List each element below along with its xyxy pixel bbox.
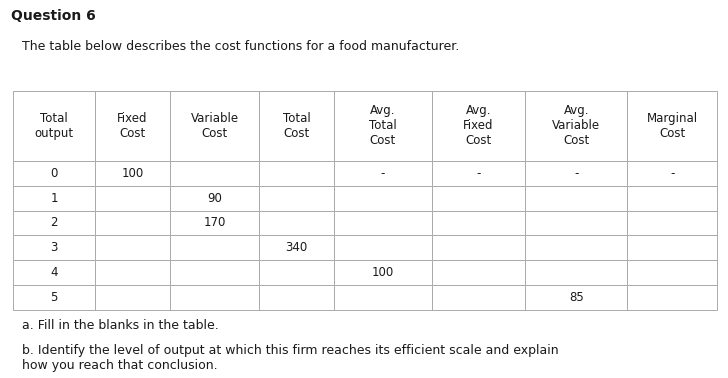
Text: 5: 5 xyxy=(50,291,58,304)
Text: 3: 3 xyxy=(50,241,58,254)
Bar xyxy=(95,91,170,161)
Bar xyxy=(13,235,95,260)
Text: 90: 90 xyxy=(207,192,222,204)
Bar xyxy=(334,235,432,260)
Bar xyxy=(526,186,627,211)
Bar xyxy=(627,186,717,211)
Bar xyxy=(95,260,170,285)
Bar xyxy=(259,285,334,310)
Text: 100: 100 xyxy=(122,167,143,180)
Text: 170: 170 xyxy=(203,217,226,229)
Text: 0: 0 xyxy=(50,167,58,180)
Bar xyxy=(13,260,95,285)
Bar xyxy=(627,285,717,310)
Bar xyxy=(432,235,526,260)
Bar xyxy=(627,235,717,260)
Bar xyxy=(627,91,717,161)
Bar xyxy=(627,211,717,235)
Text: Avg.
Variable
Cost: Avg. Variable Cost xyxy=(553,104,601,147)
Text: 340: 340 xyxy=(285,241,308,254)
Text: The table below describes the cost functions for a food manufacturer.: The table below describes the cost funct… xyxy=(22,40,459,53)
Bar xyxy=(95,285,170,310)
Text: Fixed
Cost: Fixed Cost xyxy=(117,112,148,140)
Bar xyxy=(13,211,95,235)
Text: -: - xyxy=(381,167,385,180)
Bar xyxy=(259,260,334,285)
Bar xyxy=(526,91,627,161)
Bar xyxy=(259,211,334,235)
Bar xyxy=(334,186,432,211)
Text: b. Identify the level of output at which this firm reaches its efficient scale a: b. Identify the level of output at which… xyxy=(22,344,558,372)
Bar xyxy=(432,260,526,285)
Text: Avg.
Fixed
Cost: Avg. Fixed Cost xyxy=(463,104,494,147)
Bar xyxy=(170,211,259,235)
Bar xyxy=(95,161,170,186)
Text: -: - xyxy=(476,167,480,180)
Bar xyxy=(170,260,259,285)
Text: 100: 100 xyxy=(371,266,394,279)
Bar xyxy=(432,285,526,310)
Text: 4: 4 xyxy=(50,266,58,279)
Text: a. Fill in the blanks in the table.: a. Fill in the blanks in the table. xyxy=(22,319,218,332)
Bar xyxy=(259,161,334,186)
Bar xyxy=(432,161,526,186)
Bar xyxy=(95,211,170,235)
Text: 85: 85 xyxy=(569,291,584,304)
Bar xyxy=(13,161,95,186)
Bar xyxy=(259,186,334,211)
Text: Question 6: Question 6 xyxy=(11,9,95,23)
Bar xyxy=(334,91,432,161)
Text: Avg.
Total
Cost: Avg. Total Cost xyxy=(369,104,397,147)
Bar xyxy=(526,260,627,285)
Text: Variable
Cost: Variable Cost xyxy=(191,112,239,140)
Text: 1: 1 xyxy=(50,192,58,204)
Bar xyxy=(170,285,259,310)
Bar xyxy=(170,186,259,211)
Bar xyxy=(334,285,432,310)
Text: Marginal
Cost: Marginal Cost xyxy=(646,112,697,140)
Bar xyxy=(334,260,432,285)
Text: Total
output: Total output xyxy=(35,112,74,140)
Bar xyxy=(627,260,717,285)
Bar xyxy=(95,235,170,260)
Bar xyxy=(526,211,627,235)
Text: -: - xyxy=(574,167,579,180)
Text: Total
Cost: Total Cost xyxy=(282,112,311,140)
Bar xyxy=(170,91,259,161)
Bar xyxy=(526,235,627,260)
Bar xyxy=(526,285,627,310)
Bar xyxy=(13,186,95,211)
Bar xyxy=(334,211,432,235)
Bar xyxy=(259,91,334,161)
Bar xyxy=(526,161,627,186)
Bar xyxy=(13,91,95,161)
Bar xyxy=(95,186,170,211)
Bar xyxy=(334,161,432,186)
Bar xyxy=(259,235,334,260)
Bar xyxy=(170,235,259,260)
Bar xyxy=(627,161,717,186)
Bar xyxy=(13,285,95,310)
Text: 2: 2 xyxy=(50,217,58,229)
Bar xyxy=(432,186,526,211)
Bar xyxy=(170,161,259,186)
Text: -: - xyxy=(670,167,674,180)
Bar xyxy=(432,211,526,235)
Bar xyxy=(432,91,526,161)
